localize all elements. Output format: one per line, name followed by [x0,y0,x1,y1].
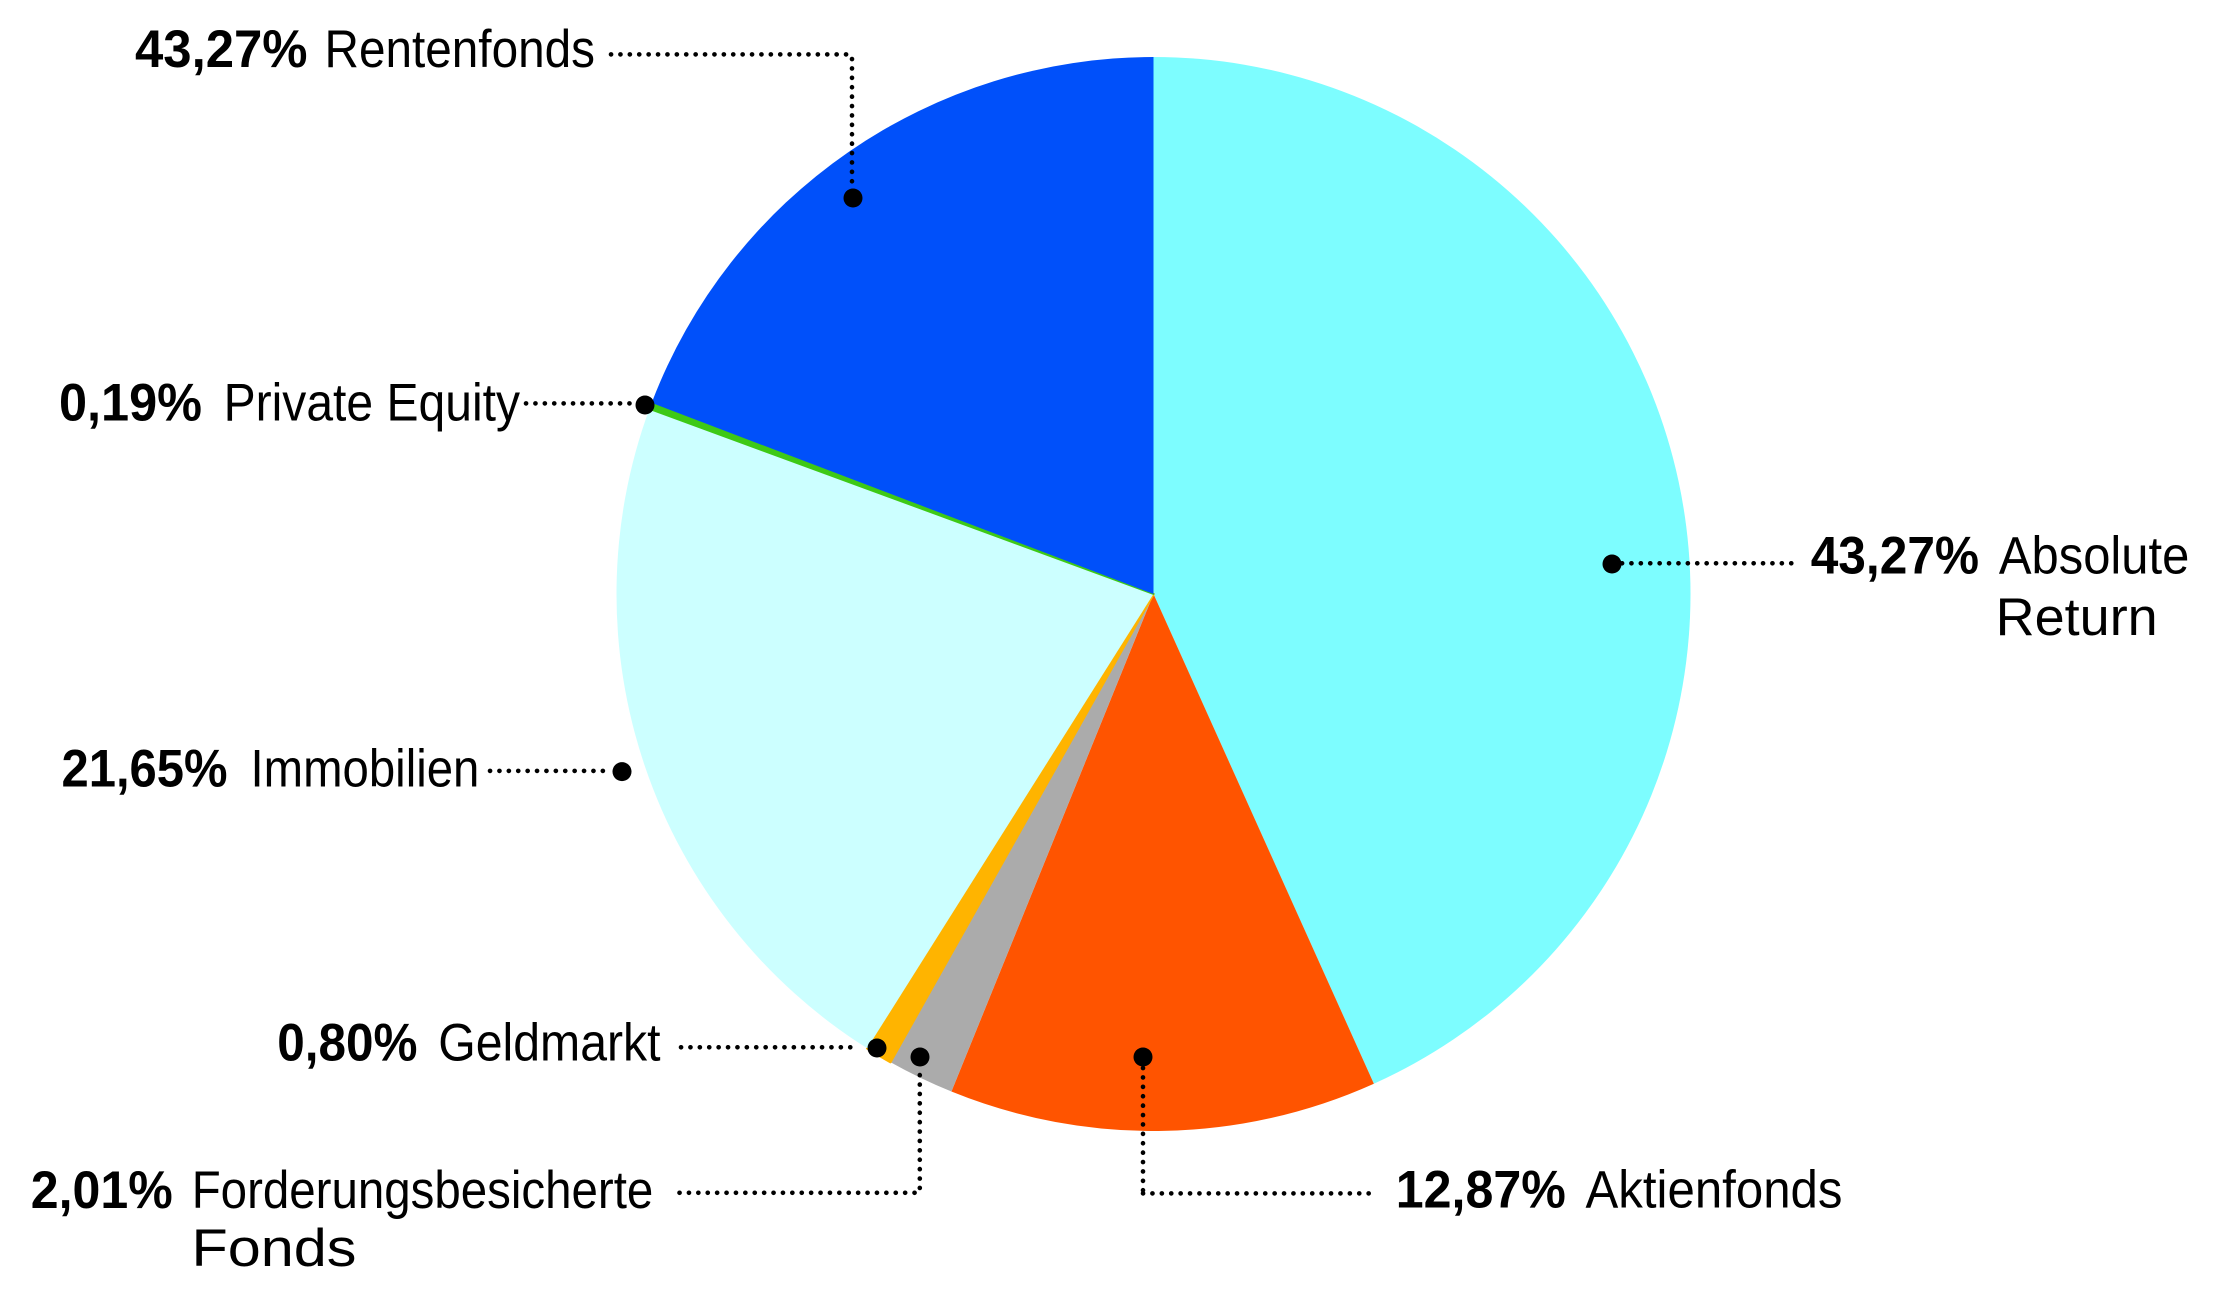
svg-text:Geldmarkt: Geldmarkt [438,1014,660,1073]
svg-text:Aktienfonds: Aktienfonds [1586,1161,1843,1220]
svg-text:Forderungsbesicherte: Forderungsbesicherte [192,1161,654,1220]
svg-text:Immobilien: Immobilien [251,740,480,799]
svg-text:Return: Return [1996,588,2158,647]
svg-text:12,87%: 12,87% [1396,1161,1566,1220]
svg-text:Private Equity: Private Equity [224,374,521,433]
svg-text:Absolute: Absolute [1999,526,2189,585]
svg-text:Fonds: Fonds [192,1219,357,1278]
svg-text:2,01%: 2,01% [31,1161,173,1220]
svg-text:43,27%: 43,27% [1811,526,1979,585]
svg-text:Rentenfonds: Rentenfonds [325,20,596,79]
svg-text:0,80%: 0,80% [277,1014,417,1073]
svg-text:0,19%: 0,19% [59,374,202,433]
svg-text:43,27%: 43,27% [135,20,308,79]
svg-text:21,65%: 21,65% [62,740,228,799]
